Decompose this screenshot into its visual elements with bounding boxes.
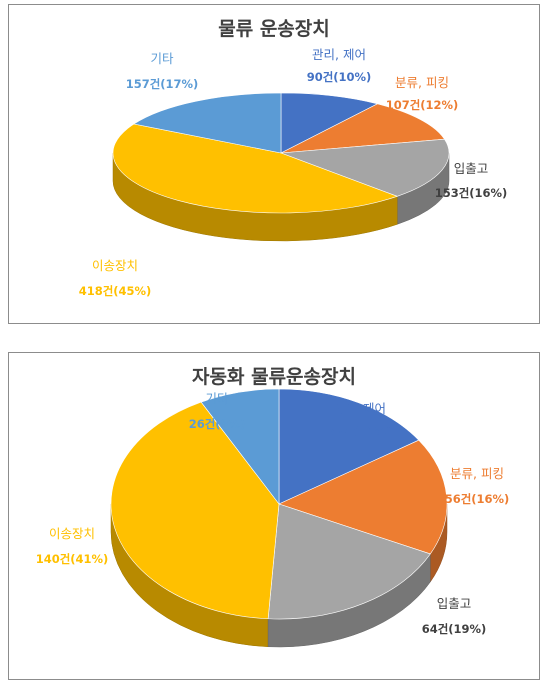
data-label: 분류, 피킹 107건(12%) xyxy=(386,75,459,112)
slice-label: 이송장치 xyxy=(92,258,138,273)
pie-slice xyxy=(112,123,399,214)
data-label: 관리, 제어 53건(16%) xyxy=(327,401,392,438)
pie-slice xyxy=(200,388,280,505)
slice-value: 90건(10%) xyxy=(307,70,372,84)
data-label: 이송장치 418건(45%) xyxy=(79,258,152,298)
slice-label: 입출고 xyxy=(437,596,472,611)
slice-label: 관리, 제어 xyxy=(312,47,366,62)
slice-label: 기타 xyxy=(205,391,229,406)
chart-panel-1: 물류 운송장치 관리, 제어 90건(10%) 분류, 피킹 107건(12%)… xyxy=(8,4,540,324)
pie-slice xyxy=(278,388,420,505)
slice-value: 26건(8%) xyxy=(189,417,246,431)
slice-value: 418건(45%) xyxy=(79,284,152,298)
slice-label: 분류, 피킹 xyxy=(450,466,504,481)
pie-layer xyxy=(110,388,448,648)
pie-chart-2: 자동화 물류운송장치 관리, 제어 53건(16%) 분류, 피킹 56건(16… xyxy=(36,366,510,648)
slice-value: 56건(16%) xyxy=(445,492,510,506)
data-label: 입출고 64건(19%) xyxy=(422,596,487,636)
slice-value: 157건(17%) xyxy=(126,77,199,91)
pie-slice xyxy=(278,439,448,555)
data-label: 기타 26건(8%) xyxy=(189,391,246,431)
data-label: 입출고 153건(16%) xyxy=(435,161,508,200)
slice-label: 분류, 피킹 xyxy=(395,75,449,90)
pie-slice xyxy=(133,92,282,154)
slice-value: 153건(16%) xyxy=(435,186,508,200)
slice-label: 입출고 xyxy=(454,161,489,176)
slice-label: 기타 xyxy=(150,51,174,66)
chart-title: 자동화 물류운송장치 xyxy=(192,366,356,388)
slice-value: 53건(16%) xyxy=(327,424,392,438)
pie-slice xyxy=(267,503,431,620)
pie-slice xyxy=(110,401,280,620)
slice-label: 이송장치 xyxy=(49,526,95,541)
slice-label: 관리, 제어 xyxy=(332,401,386,416)
pie-slice xyxy=(280,92,379,154)
data-label: 분류, 피킹 56건(16%) xyxy=(445,466,510,506)
data-label: 관리, 제어 90건(10%) xyxy=(307,47,372,84)
pie-slice xyxy=(280,103,446,154)
slice-value: 107건(12%) xyxy=(386,98,459,112)
pie-layer xyxy=(112,92,450,242)
chart-title: 물류 운송장치 xyxy=(218,18,330,40)
pie-chart-1: 물류 운송장치 관리, 제어 90건(10%) 분류, 피킹 107건(12%)… xyxy=(79,18,508,298)
chart-panel-2: 자동화 물류운송장치 관리, 제어 53건(16%) 분류, 피킹 56건(16… xyxy=(8,352,540,680)
pie-slice xyxy=(280,138,450,197)
slice-value: 140건(41%) xyxy=(36,552,109,566)
data-label: 이송장치 140건(41%) xyxy=(36,526,109,566)
data-label: 기타 157건(17%) xyxy=(126,51,199,91)
slice-value: 64건(19%) xyxy=(422,622,487,636)
